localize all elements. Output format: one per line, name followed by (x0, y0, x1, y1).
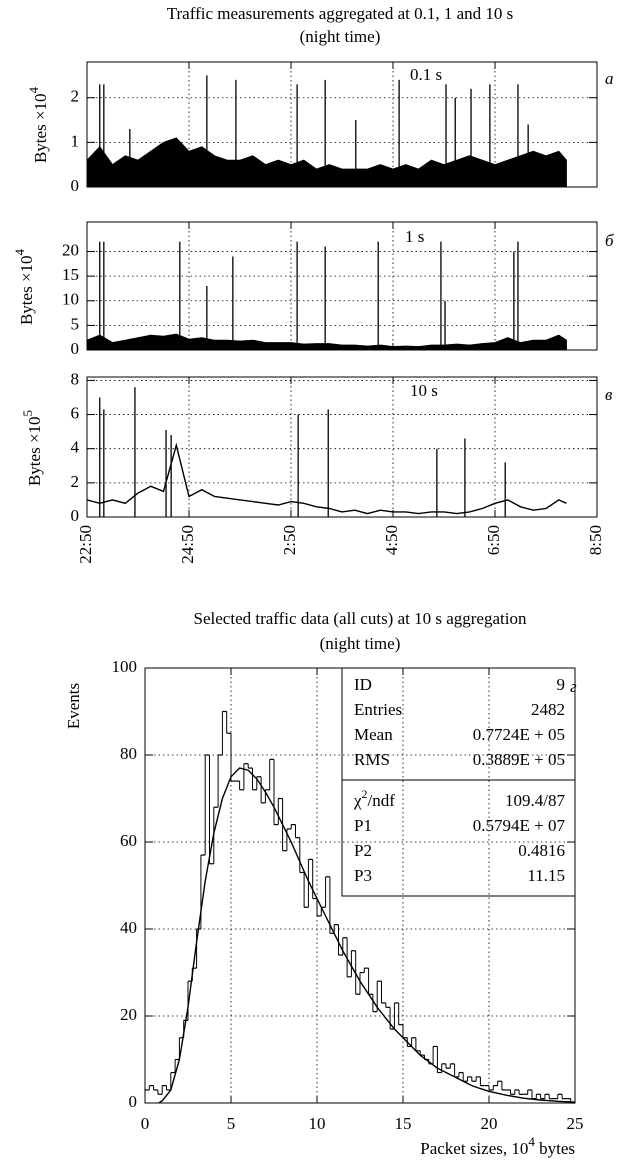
y-axis-label: Bytes ×104 (12, 248, 36, 325)
x-label-sup: 4 (528, 1134, 535, 1149)
x-axis-label: Packet sizes, 104 bytes (420, 1134, 575, 1158)
y-tick-label: 20 (62, 240, 79, 259)
stats-value: 9 (557, 675, 566, 694)
histogram-subtitle: (night time) (320, 634, 401, 653)
y-tick-label: 4 (71, 438, 80, 457)
y-tick-label: 20 (120, 1005, 137, 1024)
x-tick-label: 6:50 (484, 525, 503, 555)
panel-label: в (605, 385, 613, 404)
traffic-line (86, 442, 567, 515)
x-tick-label: 20 (481, 1114, 498, 1133)
y-tick-label: 0 (71, 176, 80, 195)
stats-label-text: χ (353, 791, 362, 810)
y-axis-label: Bytes ×105 (20, 410, 44, 486)
x-tick-label: 5 (227, 1114, 236, 1133)
stats-label-text: P3 (354, 866, 372, 885)
stats-label: Mean (354, 725, 393, 744)
y-label-sup: 5 (20, 410, 35, 417)
x-tick-label: 0 (141, 1114, 150, 1133)
y-tick-label: 8 (71, 369, 80, 388)
stats-value: 0.5794E + 07 (473, 816, 566, 835)
x-tick-label: 22:50 (76, 525, 95, 564)
y-tick-label: 0 (71, 339, 80, 358)
histogram-title: Selected traffic data (all cuts) at 10 s… (194, 609, 527, 628)
panel-label: г (570, 677, 577, 696)
y-axis-label: Events (64, 683, 83, 729)
stats-label-text: P1 (354, 816, 372, 835)
stats-label: P2 (354, 841, 372, 860)
stats-value: 0.4816 (518, 841, 565, 860)
x-tick-label: 25 (567, 1114, 584, 1133)
y-tick-label: 60 (120, 831, 137, 850)
figure-subtitle: (night time) (300, 27, 381, 46)
panel-label: а (605, 69, 614, 88)
stats-label-tail: /ndf (368, 791, 396, 810)
y-tick-label: 0 (129, 1092, 138, 1111)
y-tick-label: 15 (62, 265, 79, 284)
y-tick-label: 0 (71, 506, 80, 525)
y-axis-label: Bytes ×104 (26, 86, 50, 163)
x-tick-label: 24:50 (178, 525, 197, 564)
y-label-text: Events (64, 683, 83, 729)
stats-label: RMS (354, 750, 390, 769)
x-label-tail: bytes (535, 1139, 575, 1158)
x-tick-label: 8:50 (586, 525, 605, 555)
y-label-sup: 4 (26, 86, 41, 93)
stats-label-text: RMS (354, 750, 390, 769)
y-tick-label: 1 (71, 131, 80, 150)
traffic-area (86, 333, 567, 351)
series-label: 1 s (405, 227, 424, 246)
y-label-text: Bytes ×10 (31, 93, 50, 163)
y-tick-label: 2 (71, 472, 80, 491)
stats-label-text: Entries (354, 700, 402, 719)
stats-label: ID (354, 675, 372, 694)
plot-frame (86, 376, 598, 518)
stats-value: 2482 (531, 700, 565, 719)
figure-title: Traffic measurements aggregated at 0.1, … (167, 4, 514, 23)
stats-label-text: ID (354, 675, 372, 694)
x-tick-label: 15 (395, 1114, 412, 1133)
series-label: 10 s (410, 381, 438, 400)
y-tick-label: 10 (62, 290, 79, 309)
y-tick-label: 80 (120, 744, 137, 763)
stats-label: χ2/ndf (353, 787, 395, 810)
stats-value: 109.4/87 (505, 791, 565, 810)
stats-label: P3 (354, 866, 372, 885)
y-label-sup: 4 (12, 248, 27, 255)
x-tick-label: 2:50 (280, 525, 299, 555)
stats-label: P1 (354, 816, 372, 835)
traffic-area (86, 137, 567, 188)
stats-label-text: P2 (354, 841, 372, 860)
stats-value: 0.3889E + 05 (473, 750, 565, 769)
y-tick-label: 6 (71, 403, 80, 422)
panel-label: б (605, 231, 614, 250)
stats-value: 11.15 (527, 866, 565, 885)
y-tick-label: 40 (120, 918, 137, 937)
y-tick-label: 2 (71, 87, 80, 106)
stats-label: Entries (354, 700, 402, 719)
y-label-text: Bytes ×10 (25, 416, 44, 486)
series-label: 0.1 s (410, 65, 442, 84)
plot-frame (86, 221, 598, 351)
plot-frame (144, 667, 576, 1104)
x-tick-label: 4:50 (382, 525, 401, 555)
fit-curve (158, 767, 576, 1104)
stats-label-text: Mean (354, 725, 393, 744)
x-tick-label: 10 (309, 1114, 326, 1133)
stats-label-sup: 2 (362, 787, 368, 801)
y-label-text: Bytes ×10 (17, 255, 36, 325)
y-tick-label: 5 (71, 314, 80, 333)
stats-value: 0.7724E + 05 (473, 725, 565, 744)
plot-frame (86, 61, 598, 188)
x-label-text: Packet sizes, 10 (420, 1139, 528, 1158)
y-tick-label: 100 (112, 657, 138, 676)
